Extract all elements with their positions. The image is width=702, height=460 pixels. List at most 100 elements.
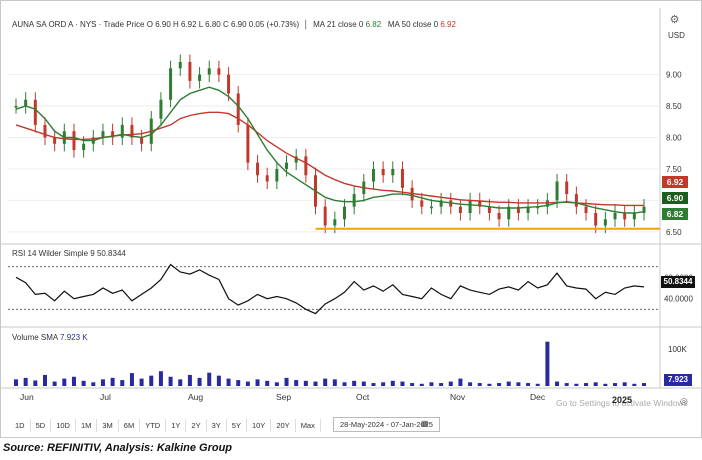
range-button-10d[interactable]: 10D (51, 418, 76, 432)
candle-body (536, 206, 540, 209)
candle-body (507, 206, 511, 220)
candle-body (584, 206, 588, 213)
chart-frame (0, 0, 702, 438)
volume-bar (323, 378, 328, 386)
volume-bar (352, 380, 357, 386)
volume-bar (158, 371, 163, 386)
volume-bar (187, 374, 192, 386)
ma50-label: MA 50 close 0 (387, 20, 439, 29)
candle-body (236, 93, 240, 125)
volume-bar (52, 381, 57, 386)
x-tick-label: Nov (450, 392, 466, 402)
candle-body (603, 219, 607, 226)
candle-body (342, 206, 346, 220)
candle-body (429, 206, 433, 209)
range-button-ytd[interactable]: YTD (140, 418, 167, 432)
candle-body (439, 200, 443, 207)
range-button-1d[interactable]: 1D (10, 418, 31, 432)
range-button-2y[interactable]: 2Y (186, 418, 207, 432)
volume-bar (303, 380, 308, 386)
settings-circle-icon[interactable]: ◎ (680, 396, 688, 406)
candle-body (101, 131, 105, 138)
volume-bar (477, 383, 482, 386)
candle-body (207, 68, 211, 75)
range-button-10y[interactable]: 10Y (247, 418, 272, 432)
range-button-5y[interactable]: 5Y (227, 418, 247, 432)
candle-body (526, 206, 530, 213)
volume-bar (81, 380, 86, 386)
volume-bar (497, 383, 502, 386)
candle-body (391, 168, 395, 176)
volume-bar (62, 378, 67, 386)
candle-body (516, 206, 520, 213)
volume-bar (342, 382, 347, 386)
candle-body (478, 200, 482, 207)
candle-body (159, 99, 163, 119)
candle-body (285, 162, 289, 169)
volume-bar (42, 374, 47, 386)
range-button-max[interactable]: Max (296, 418, 321, 432)
rsi-panel-header: RSI 14 Wilder Simple 9 50.8344 (12, 249, 126, 258)
volume-value: 7.923 K (60, 333, 88, 342)
candle-body (275, 168, 279, 182)
range-button-1m[interactable]: 1M (76, 418, 98, 432)
range-button-5d[interactable]: 5D (31, 418, 52, 432)
range-button-20y[interactable]: 20Y (271, 418, 296, 432)
price-tick-label: 6.50 (666, 228, 682, 237)
x-tick-label: Aug (188, 392, 203, 402)
candle-body (352, 194, 356, 207)
candle-body (565, 181, 569, 195)
volume-bar (294, 380, 299, 386)
volume-bar (197, 377, 202, 386)
volume-bar (139, 378, 144, 386)
candle-body (623, 212, 627, 220)
x-tick-label: Sep (276, 392, 291, 402)
range-button-bar: 1D 5D 10D 1M 3M 6M YTD 1Y 2Y 3Y 5Y 10Y 20Y Max (10, 417, 321, 433)
candle-body (574, 194, 578, 207)
gear-icon[interactable]: ⚙ (669, 14, 680, 26)
rsi-value-tag: 50.8344 (661, 276, 695, 288)
candle-body (227, 74, 231, 94)
volume-bar (390, 380, 395, 386)
ma50-value: 6.92 (440, 20, 456, 29)
volume-bar (574, 383, 579, 386)
volume-bar (255, 379, 260, 386)
volume-bar (168, 376, 173, 386)
ma50-line (15, 111, 644, 207)
volume-bar (91, 382, 96, 386)
volume-bar (545, 341, 550, 386)
candle-body (246, 124, 250, 163)
volume-bar (400, 381, 405, 386)
candle-body (381, 168, 385, 176)
range-button-6m[interactable]: 6M (119, 418, 141, 432)
candle-body (217, 68, 221, 75)
range-button-3y[interactable]: 3Y (207, 418, 227, 432)
calendar-icon[interactable]: ▦ (421, 419, 429, 428)
volume-bar (410, 383, 415, 386)
volume-bar (526, 383, 531, 386)
rsi-tick-label: 40.0000 (664, 295, 693, 304)
volume-bar (207, 372, 212, 386)
candle-body (140, 137, 144, 144)
price-tick-label: 9.00 (666, 71, 682, 80)
candle-body (198, 74, 202, 81)
ma21-label: MA 21 close 0 (313, 20, 364, 29)
ma21-line (15, 86, 645, 214)
candle-body (333, 219, 337, 226)
candle-body (323, 206, 327, 226)
volume-bar (593, 382, 598, 386)
candle-body (304, 156, 308, 176)
range-button-1y[interactable]: 1Y (166, 418, 187, 432)
volume-bar (149, 375, 154, 386)
candle-body (594, 212, 598, 226)
range-button-3m[interactable]: 3M (97, 418, 119, 432)
rsi-label: RSI 14 Wilder Simple 9 (12, 249, 95, 258)
volume-bar (613, 383, 618, 386)
volume-bar (178, 379, 183, 386)
volume-bar (448, 381, 453, 386)
price-tick-label: 7.50 (666, 165, 682, 174)
security-name: AUNA SA ORD A (12, 20, 73, 29)
candle-body (487, 206, 491, 213)
volume-bar (632, 383, 637, 386)
date-range-field[interactable]: 28-May-2024 - 07-Jan-2025 (333, 417, 440, 432)
